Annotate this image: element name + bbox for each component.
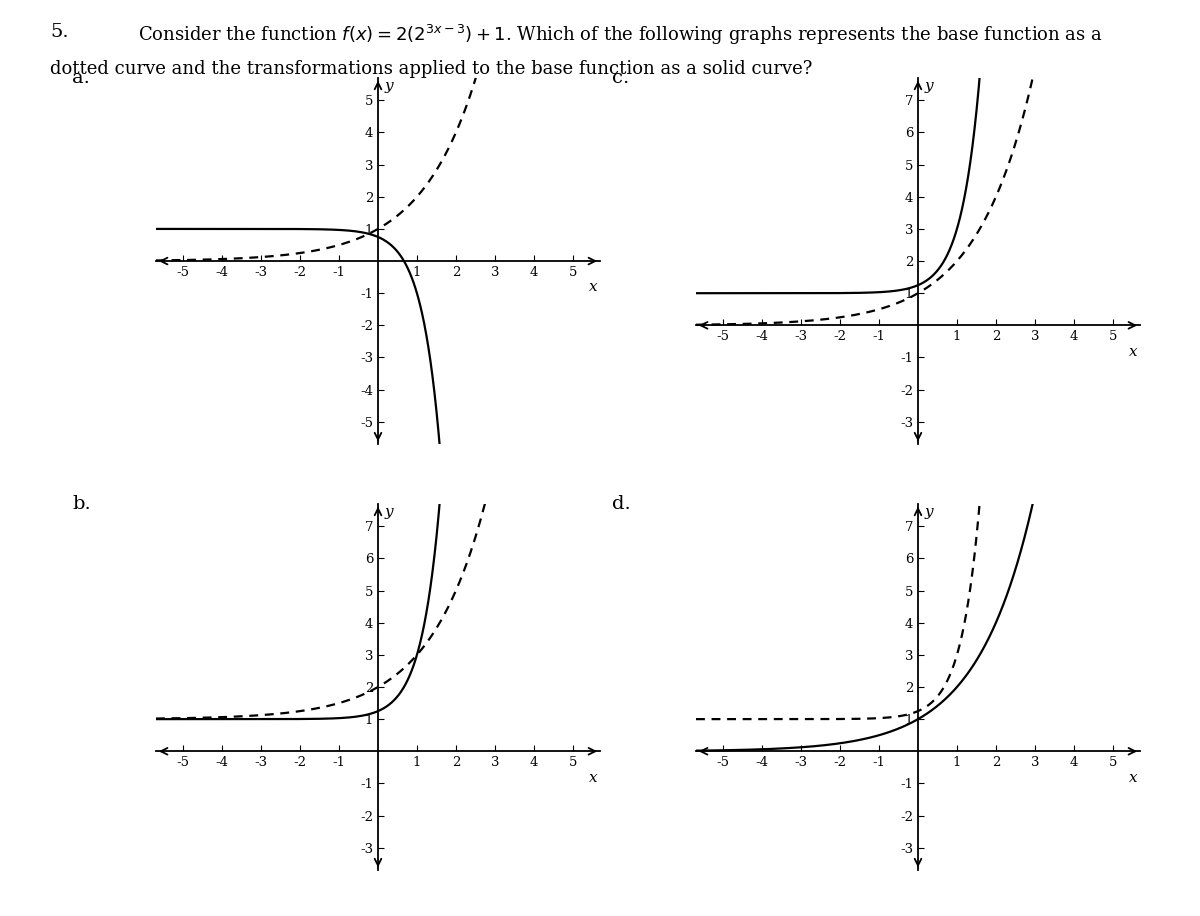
Text: y: y <box>385 80 394 93</box>
Text: a.: a. <box>72 69 90 87</box>
Text: x: x <box>589 280 598 294</box>
Text: c.: c. <box>612 69 629 87</box>
Text: y: y <box>925 506 934 519</box>
Text: b.: b. <box>72 495 91 513</box>
Text: y: y <box>385 506 394 519</box>
Text: x: x <box>1129 770 1138 785</box>
Text: 5.: 5. <box>50 23 70 41</box>
Text: x: x <box>1129 344 1138 359</box>
Text: dotted curve and the transformations applied to the base function as a solid cur: dotted curve and the transformations app… <box>50 60 812 78</box>
Text: Consider the function $f(x) = 2\left(2^{3x-3}\right) + 1$. Which of the followin: Consider the function $f(x) = 2\left(2^{… <box>138 23 1103 47</box>
Text: y: y <box>925 80 934 93</box>
Text: d.: d. <box>612 495 631 513</box>
Text: x: x <box>589 770 598 785</box>
